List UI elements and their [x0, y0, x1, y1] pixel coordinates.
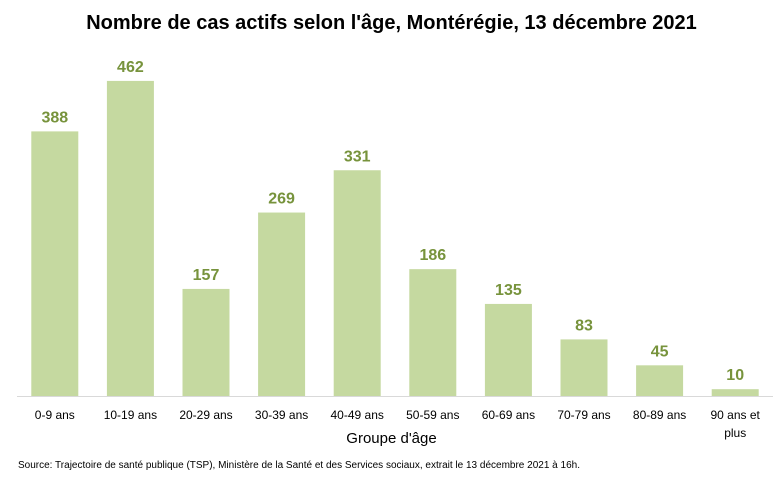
- category-label: 60-69 ans: [482, 408, 535, 422]
- bar-60-69-ans: [484, 303, 532, 396]
- bar-20-29-ans: [182, 288, 230, 396]
- value-label: 462: [117, 59, 144, 76]
- bar-10-19-ans: [106, 80, 154, 396]
- bar-30-39-ans: [258, 212, 306, 396]
- value-label: 10: [726, 367, 744, 384]
- chart-title: Nombre de cas actifs selon l'âge, Montér…: [86, 12, 697, 34]
- value-label: 269: [268, 191, 295, 208]
- value-label: 83: [575, 317, 593, 334]
- category-label: 70-79 ans: [557, 408, 610, 422]
- x-axis-title: Groupe d'âge: [346, 430, 437, 447]
- value-label: 135: [495, 282, 522, 299]
- bar-90-ans-et-plus: [711, 389, 759, 396]
- category-label: 10-19 ans: [104, 408, 157, 422]
- bar-50-59-ans: [409, 269, 457, 396]
- value-labels-group: 388 462 157 269 331 186 135 83 45 10: [41, 59, 744, 384]
- value-label: 186: [419, 247, 446, 264]
- category-label: 90 ans et plus: [711, 408, 761, 440]
- bar-70-79-ans: [560, 339, 608, 396]
- category-label: 0-9 ans: [35, 408, 75, 422]
- category-label: 30-39 ans: [255, 408, 308, 422]
- bar-80-89-ans: [636, 365, 684, 396]
- source-note: Source: Trajectoire de santé publique (T…: [18, 460, 580, 471]
- category-labels-group: 0-9 ans 10-19 ans 20-29 ans 30-39 ans 40-49 …: [35, 408, 761, 440]
- category-label: 20-29 ans: [179, 408, 232, 422]
- value-label: 388: [41, 109, 68, 126]
- category-label: 40-49 ans: [331, 408, 384, 422]
- bar-40-49-ans: [333, 170, 381, 396]
- category-label: 80-89 ans: [633, 408, 686, 422]
- bar-0-9-ans: [31, 131, 79, 396]
- value-label: 45: [651, 343, 669, 360]
- bars-group: [31, 80, 759, 396]
- value-label: 331: [344, 148, 371, 165]
- category-label: 50-59 ans: [406, 408, 459, 422]
- value-label: 157: [193, 267, 220, 284]
